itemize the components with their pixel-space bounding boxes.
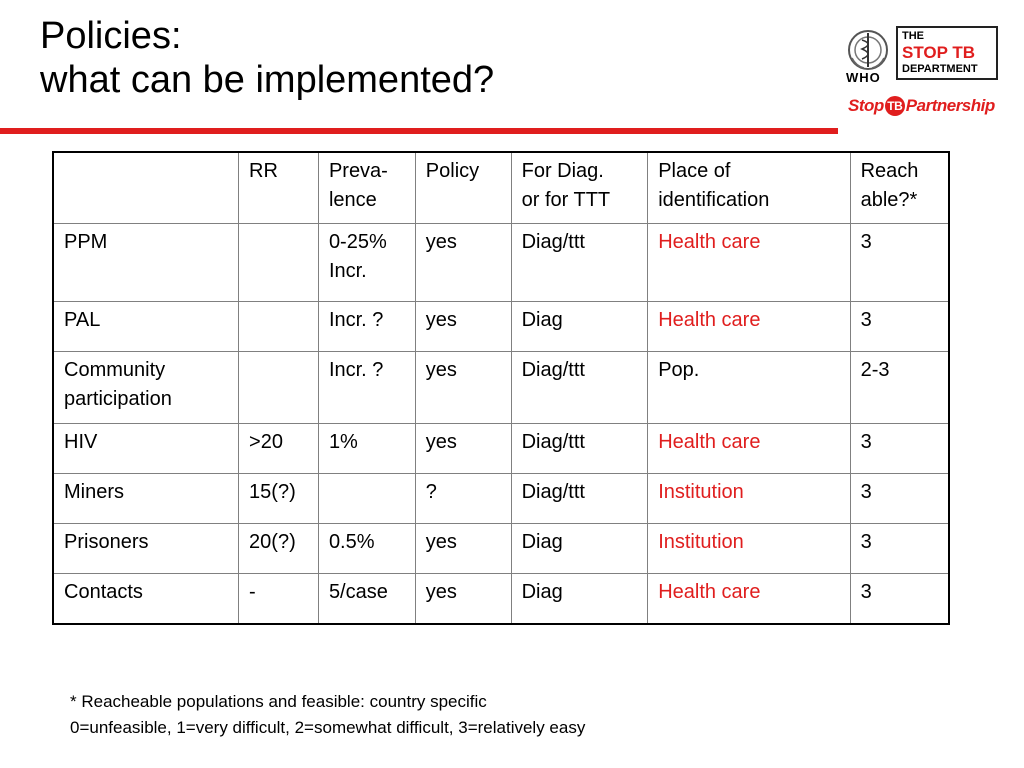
table-cell: yes [414,423,512,474]
table-cell: yes [414,223,512,302]
table-row: Miners 15(?)? Diag/ttt Institution 3 [52,473,950,524]
table-cell: 1% [317,423,416,474]
table-cell: Incr. ? [317,301,416,352]
who-logo-text: WHO [846,70,881,85]
table-cell [238,351,319,424]
table-cell: Diag [510,301,649,352]
table-cell: Institution [647,523,851,574]
table-cell: Incr. ? [317,351,416,424]
table-cell: Diag/ttt [510,223,649,302]
table-cell: yes [414,573,512,624]
table-cell: Health care [647,301,851,352]
table-cell: Diag [510,523,649,574]
table-cell: - [238,573,319,624]
table-header-cell: RR [238,151,319,224]
footnote-line-2: 0=unfeasible, 1=very difficult, 2=somewh… [70,718,586,737]
table-cell [238,301,319,352]
table-cell: Prisoners [52,523,240,574]
table-cell: 3 [849,423,950,474]
table-cell: PPM [52,223,240,302]
footnote-line-1: * Reacheable populations and feasible: c… [70,692,487,711]
table-cell: ? [414,473,512,524]
stop-tb-logo-line-2: STOP TB [902,43,976,62]
footnote: * Reacheable populations and feasible: c… [70,689,585,741]
stop-tb-logo-line-3: DEPARTMENT [902,63,978,75]
table-cell [238,223,319,302]
table-cell: yes [414,301,512,352]
table-cell: HIV [52,423,240,474]
slide-title: Policies: what can be implemented? [40,14,494,102]
table-row: PAL Incr. ? yes Diag Health care 3 [52,301,950,352]
partnership-tb-badge: TB [884,96,905,116]
stop-tb-department-logo: THE STOP TB DEPARTMENT [896,26,998,80]
logos: WHO THE STOP TB DEPARTMENT Stop TB Partner… [840,20,1024,130]
who-emblem-icon [848,30,888,70]
table-cell: Diag/ttt [510,473,649,524]
partnership-stop: Stop [848,96,884,115]
table-row: Community participation Incr. ? yes Diag/tt… [52,351,950,424]
table-cell: Miners [52,473,240,524]
table-cell: Pop. [647,351,851,424]
table-header-cell: Reach able?* [849,151,950,224]
table-cell: PAL [52,301,240,352]
table-cell: Health care [647,223,851,302]
table-cell: Community participation [52,351,240,424]
table-cell: Diag/ttt [510,351,649,424]
table-cell [317,473,416,524]
table-row: HIV >20 1% yes Diag/ttt Health care 3 [52,423,950,474]
slide-title-line-1: Policies: [40,15,182,57]
table-cell: 3 [849,523,950,574]
table-row: Contacts -5/case yes Diag Health care 3 [52,573,950,624]
table-cell: 0-25% Incr. [317,223,416,302]
partnership-rest: Partnership [905,96,995,115]
table-header-cell [52,151,240,224]
table-cell: Diag [510,573,649,624]
stop-tb-partnership-logo: Stop TB Partnership [848,96,995,116]
table-cell: Health care [647,423,851,474]
table-cell: yes [414,351,512,424]
table-cell: 2-3 [849,351,950,424]
table-header-cell: Preva- lence [317,151,416,224]
table-cell: Health care [647,573,851,624]
table-cell: 20(?) [238,523,319,574]
table-header-cell: Place of identification [647,151,851,224]
table-row: Prisoners 20(?) 0.5% yes Diag Institution 3 [52,523,950,574]
table-cell: Contacts [52,573,240,624]
table-cell: 3 [849,473,950,524]
table-cell: Diag/ttt [510,423,649,474]
title-divider [0,128,838,134]
table-cell: 5/case [317,573,416,624]
table-cell: 15(?) [238,473,319,524]
table-cell: 3 [849,573,950,624]
table-row: PPM 0-25% Incr. yes Diag/ttt Health care 3 [52,223,950,302]
table-cell: 3 [849,223,950,302]
table-cell: 3 [849,301,950,352]
table-header-row: RR Preva- lence Policy For Diag. or for TTT… [52,151,950,224]
slide-title-line-2: what can be implemented? [40,59,495,101]
table-header-cell: For Diag. or for TTT [510,151,649,224]
table-cell: Institution [647,473,851,524]
stop-tb-logo-line-1: THE [902,30,924,42]
table-cell: >20 [238,423,319,474]
policies-table: RR Preva- lence Policy For Diag. or for TTT… [52,151,950,625]
table-cell: yes [414,523,512,574]
table-cell: 0.5% [317,523,416,574]
table-header-cell: Policy [414,151,512,224]
